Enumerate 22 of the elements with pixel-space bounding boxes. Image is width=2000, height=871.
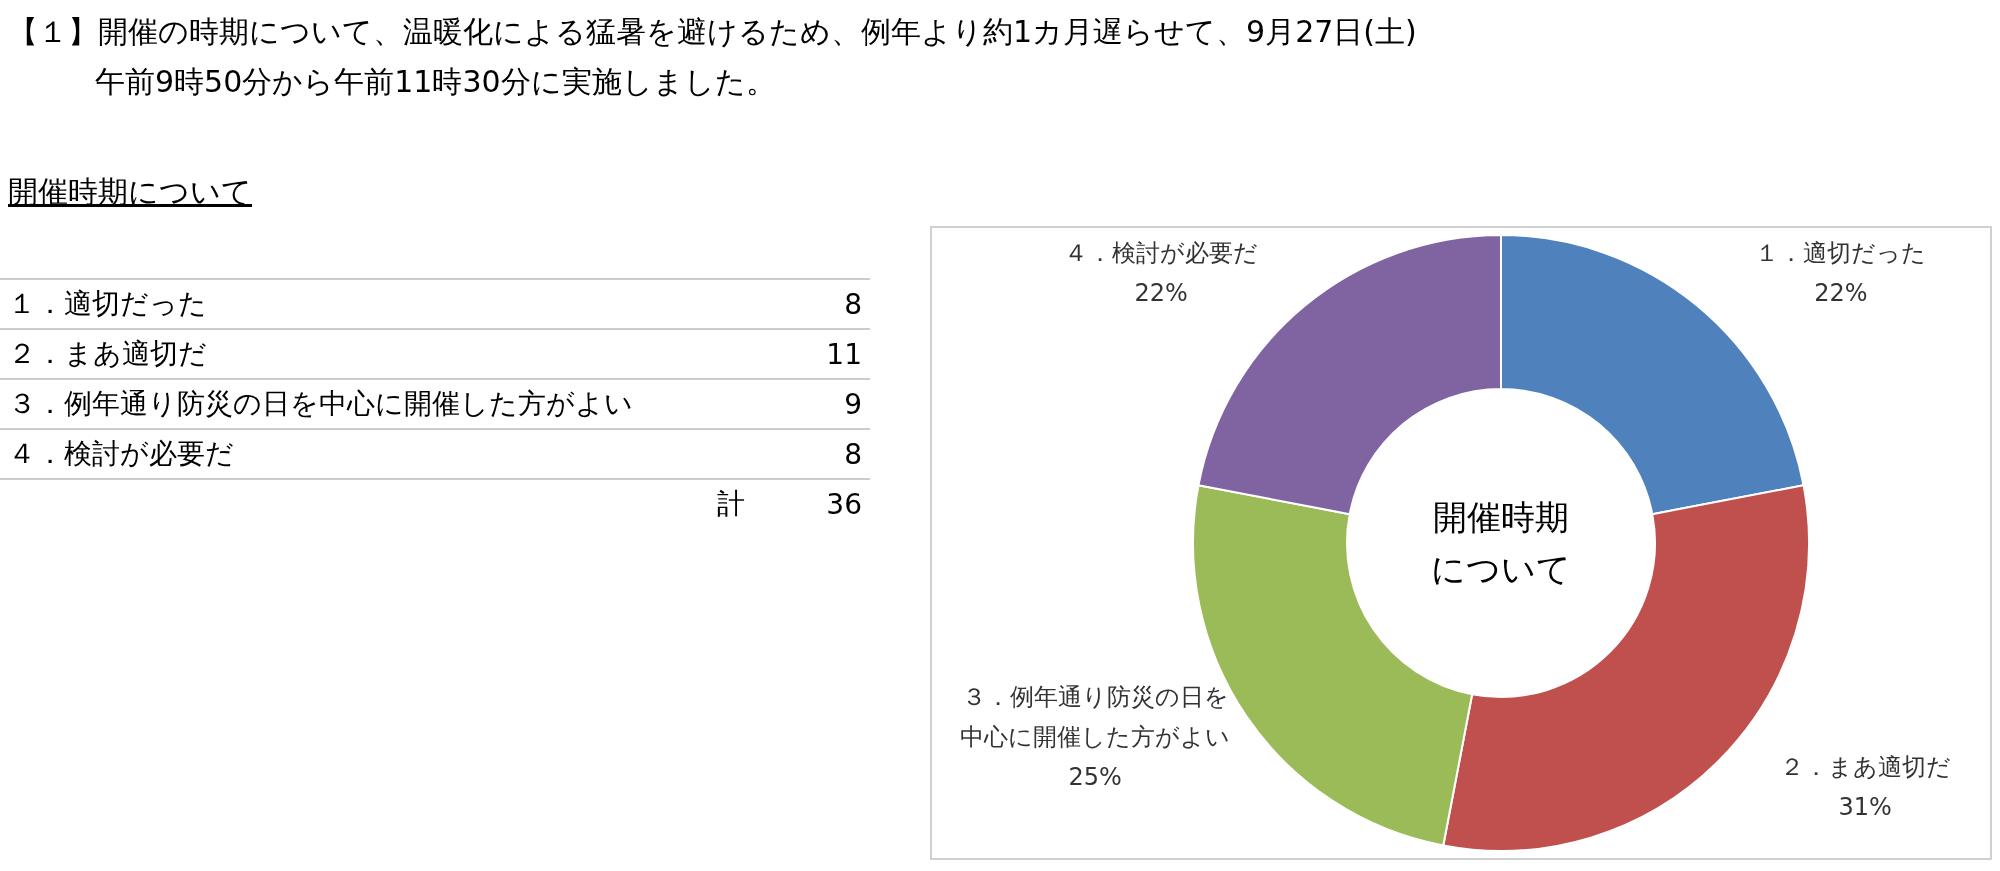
text: 【１】開催の時期について、温暖化による猛暑を避けるため、例年より約1カ月遅らせて、9月27日(土) — [8, 13, 1417, 51]
slice-label: ３．例年通り防災の日を中心に開催した方がよい — [960, 682, 1231, 751]
slice-label: ４．検討が必要だ — [1064, 239, 1259, 268]
data-label: 8 — [805, 429, 870, 479]
category-label: ２．まあ適切だ — [0, 329, 806, 379]
text: 計 — [716, 486, 747, 522]
slice-label: ２．まあ適切だ — [1779, 753, 1951, 782]
slice-label: １．適切だった — [1755, 239, 1927, 268]
data-label: 31% — [1838, 793, 1892, 822]
data-label: 11 — [805, 329, 870, 379]
category-label: ３．例年通り防災の日を中心に開催した方がよい — [0, 379, 806, 429]
text: 開催時期について — [1430, 496, 1572, 591]
text: 午前9時50分から午前11時30分に実施しました。 — [95, 63, 776, 101]
category-label: １．適切だった — [0, 279, 806, 329]
data-label: 9 — [805, 379, 870, 429]
data-label: 8 — [805, 279, 870, 329]
data-label: 22% — [1134, 279, 1188, 308]
data-label: 22% — [1814, 279, 1868, 308]
category-label: ４．検討が必要だ — [0, 429, 806, 479]
text: 36 — [825, 486, 863, 523]
text: 開催時期について — [8, 173, 252, 211]
data-label: 25% — [1068, 762, 1122, 791]
